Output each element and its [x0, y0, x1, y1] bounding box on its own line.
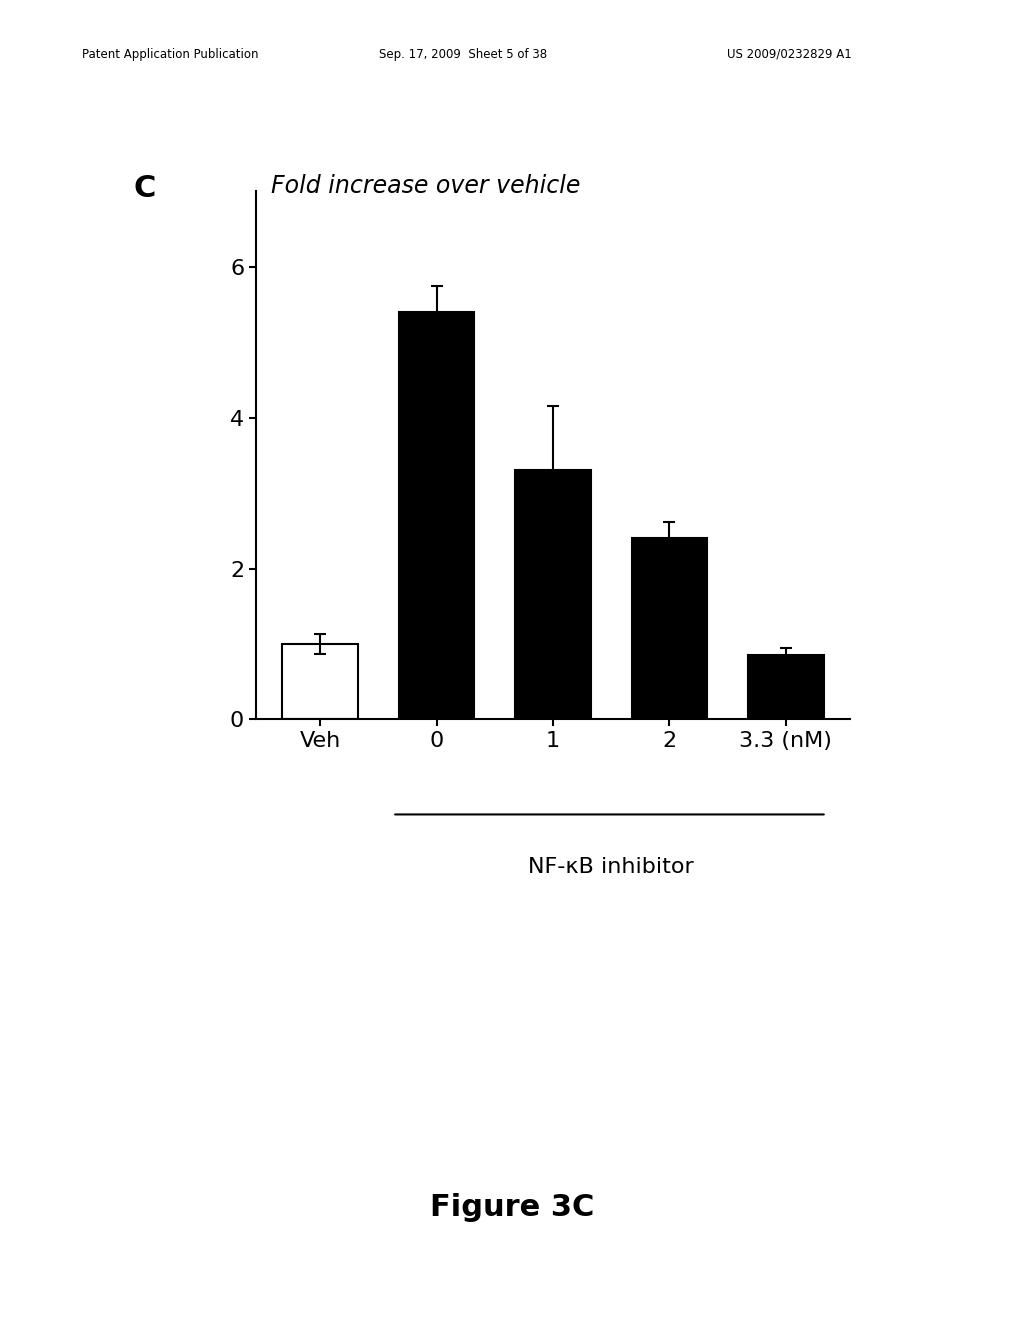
Bar	[398, 312, 474, 719]
Text: Patent Application Publication: Patent Application Publication	[82, 48, 258, 61]
Text: Fold increase over vehicle: Fold increase over vehicle	[271, 174, 581, 198]
Bar	[283, 644, 358, 719]
Bar	[515, 470, 591, 719]
Bar	[632, 539, 708, 719]
Bar	[748, 655, 823, 719]
Text: US 2009/0232829 A1: US 2009/0232829 A1	[727, 48, 852, 61]
Text: Sep. 17, 2009  Sheet 5 of 38: Sep. 17, 2009 Sheet 5 of 38	[379, 48, 547, 61]
Text: Figure 3C: Figure 3C	[430, 1193, 594, 1222]
Text: C: C	[133, 174, 156, 203]
Text: NF-κB inhibitor: NF-κB inhibitor	[528, 857, 694, 876]
